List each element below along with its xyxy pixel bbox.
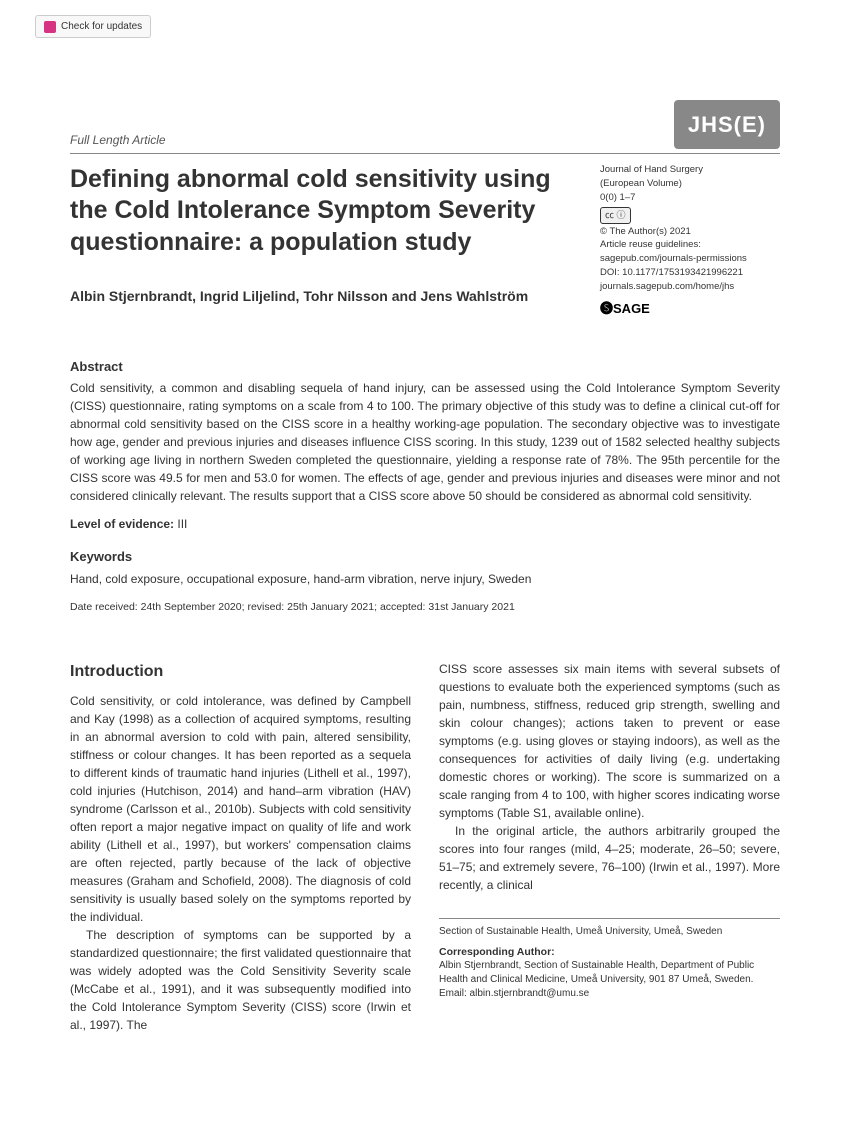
- col2-p1: CISS score assesses six main items with …: [439, 660, 780, 822]
- evidence-value: III: [177, 517, 187, 531]
- abstract-section: Abstract Cold sensitivity, a common and …: [70, 357, 780, 534]
- journal-logo: JHS(E): [674, 100, 780, 149]
- corr-label: Corresponding Author:: [439, 945, 780, 960]
- publisher-name: SAGE: [613, 301, 650, 316]
- column-right: CISS score assesses six main items with …: [439, 660, 780, 1034]
- journal-pages: 0(0) 1–7: [600, 192, 780, 205]
- evidence-level: Level of evidence: III: [70, 515, 780, 533]
- reuse-label: Article reuse guidelines:: [600, 239, 780, 252]
- col1-p1: Cold sensitivity, or cold intolerance, w…: [70, 692, 411, 926]
- affil-divider: [439, 918, 780, 919]
- journal-url[interactable]: journals.sagepub.com/home/jhs: [600, 281, 780, 294]
- article-type: Full Length Article: [70, 131, 166, 149]
- dates: Date received: 24th September 2020; revi…: [70, 600, 780, 616]
- column-left: Introduction Cold sensitivity, or cold i…: [70, 660, 411, 1034]
- corr-email[interactable]: Email: albin.stjernbrandt@umu.se: [439, 987, 780, 1001]
- body-columns: Introduction Cold sensitivity, or cold i…: [70, 660, 780, 1034]
- copyright: © The Author(s) 2021: [600, 226, 780, 239]
- keywords-block: Keywords Hand, cold exposure, occupation…: [70, 547, 780, 588]
- reuse-url[interactable]: sagepub.com/journals-permissions: [600, 253, 780, 266]
- keywords-text: Hand, cold exposure, occupational exposu…: [70, 570, 780, 588]
- sage-logo: 🅢SAGE: [600, 300, 780, 318]
- page-container: Full Length Article JHS(E) Defining abno…: [0, 0, 850, 1074]
- article-title: Defining abnormal cold sensitivity using…: [70, 164, 580, 258]
- main-header: Defining abnormal cold sensitivity using…: [70, 164, 780, 347]
- corr-text: Albin Stjernbrandt, Section of Sustainab…: [439, 959, 780, 987]
- authors: Albin Stjernbrandt, Ingrid Liljelind, To…: [70, 286, 580, 307]
- col2-p2: In the original article, the authors arb…: [439, 822, 780, 894]
- col1-p2: The description of symptoms can be suppo…: [70, 926, 411, 1034]
- header-row: Full Length Article JHS(E): [70, 100, 780, 154]
- abstract-text: Cold sensitivity, a common and disabling…: [70, 379, 780, 505]
- cc-badge: ㏄ ⓘ: [600, 207, 631, 223]
- check-updates-badge[interactable]: Check for updates: [35, 15, 151, 38]
- intro-heading: Introduction: [70, 660, 411, 684]
- check-icon: [44, 21, 56, 33]
- journal-edition: (European Volume): [600, 178, 780, 191]
- evidence-label: Level of evidence:: [70, 517, 174, 531]
- abstract-label: Abstract: [70, 357, 780, 377]
- affil-section: Section of Sustainable Health, Umeå Univ…: [439, 925, 780, 939]
- keywords-label: Keywords: [70, 547, 780, 567]
- sage-icon: 🅢: [600, 301, 613, 316]
- doi: DOI: 10.1177/1753193421996221: [600, 267, 780, 280]
- meta-block: Journal of Hand Surgery (European Volume…: [600, 164, 780, 347]
- affiliation-block: Section of Sustainable Health, Umeå Univ…: [439, 925, 780, 1002]
- check-updates-label: Check for updates: [61, 19, 142, 34]
- journal-name: Journal of Hand Surgery: [600, 164, 780, 177]
- title-block: Defining abnormal cold sensitivity using…: [70, 164, 580, 347]
